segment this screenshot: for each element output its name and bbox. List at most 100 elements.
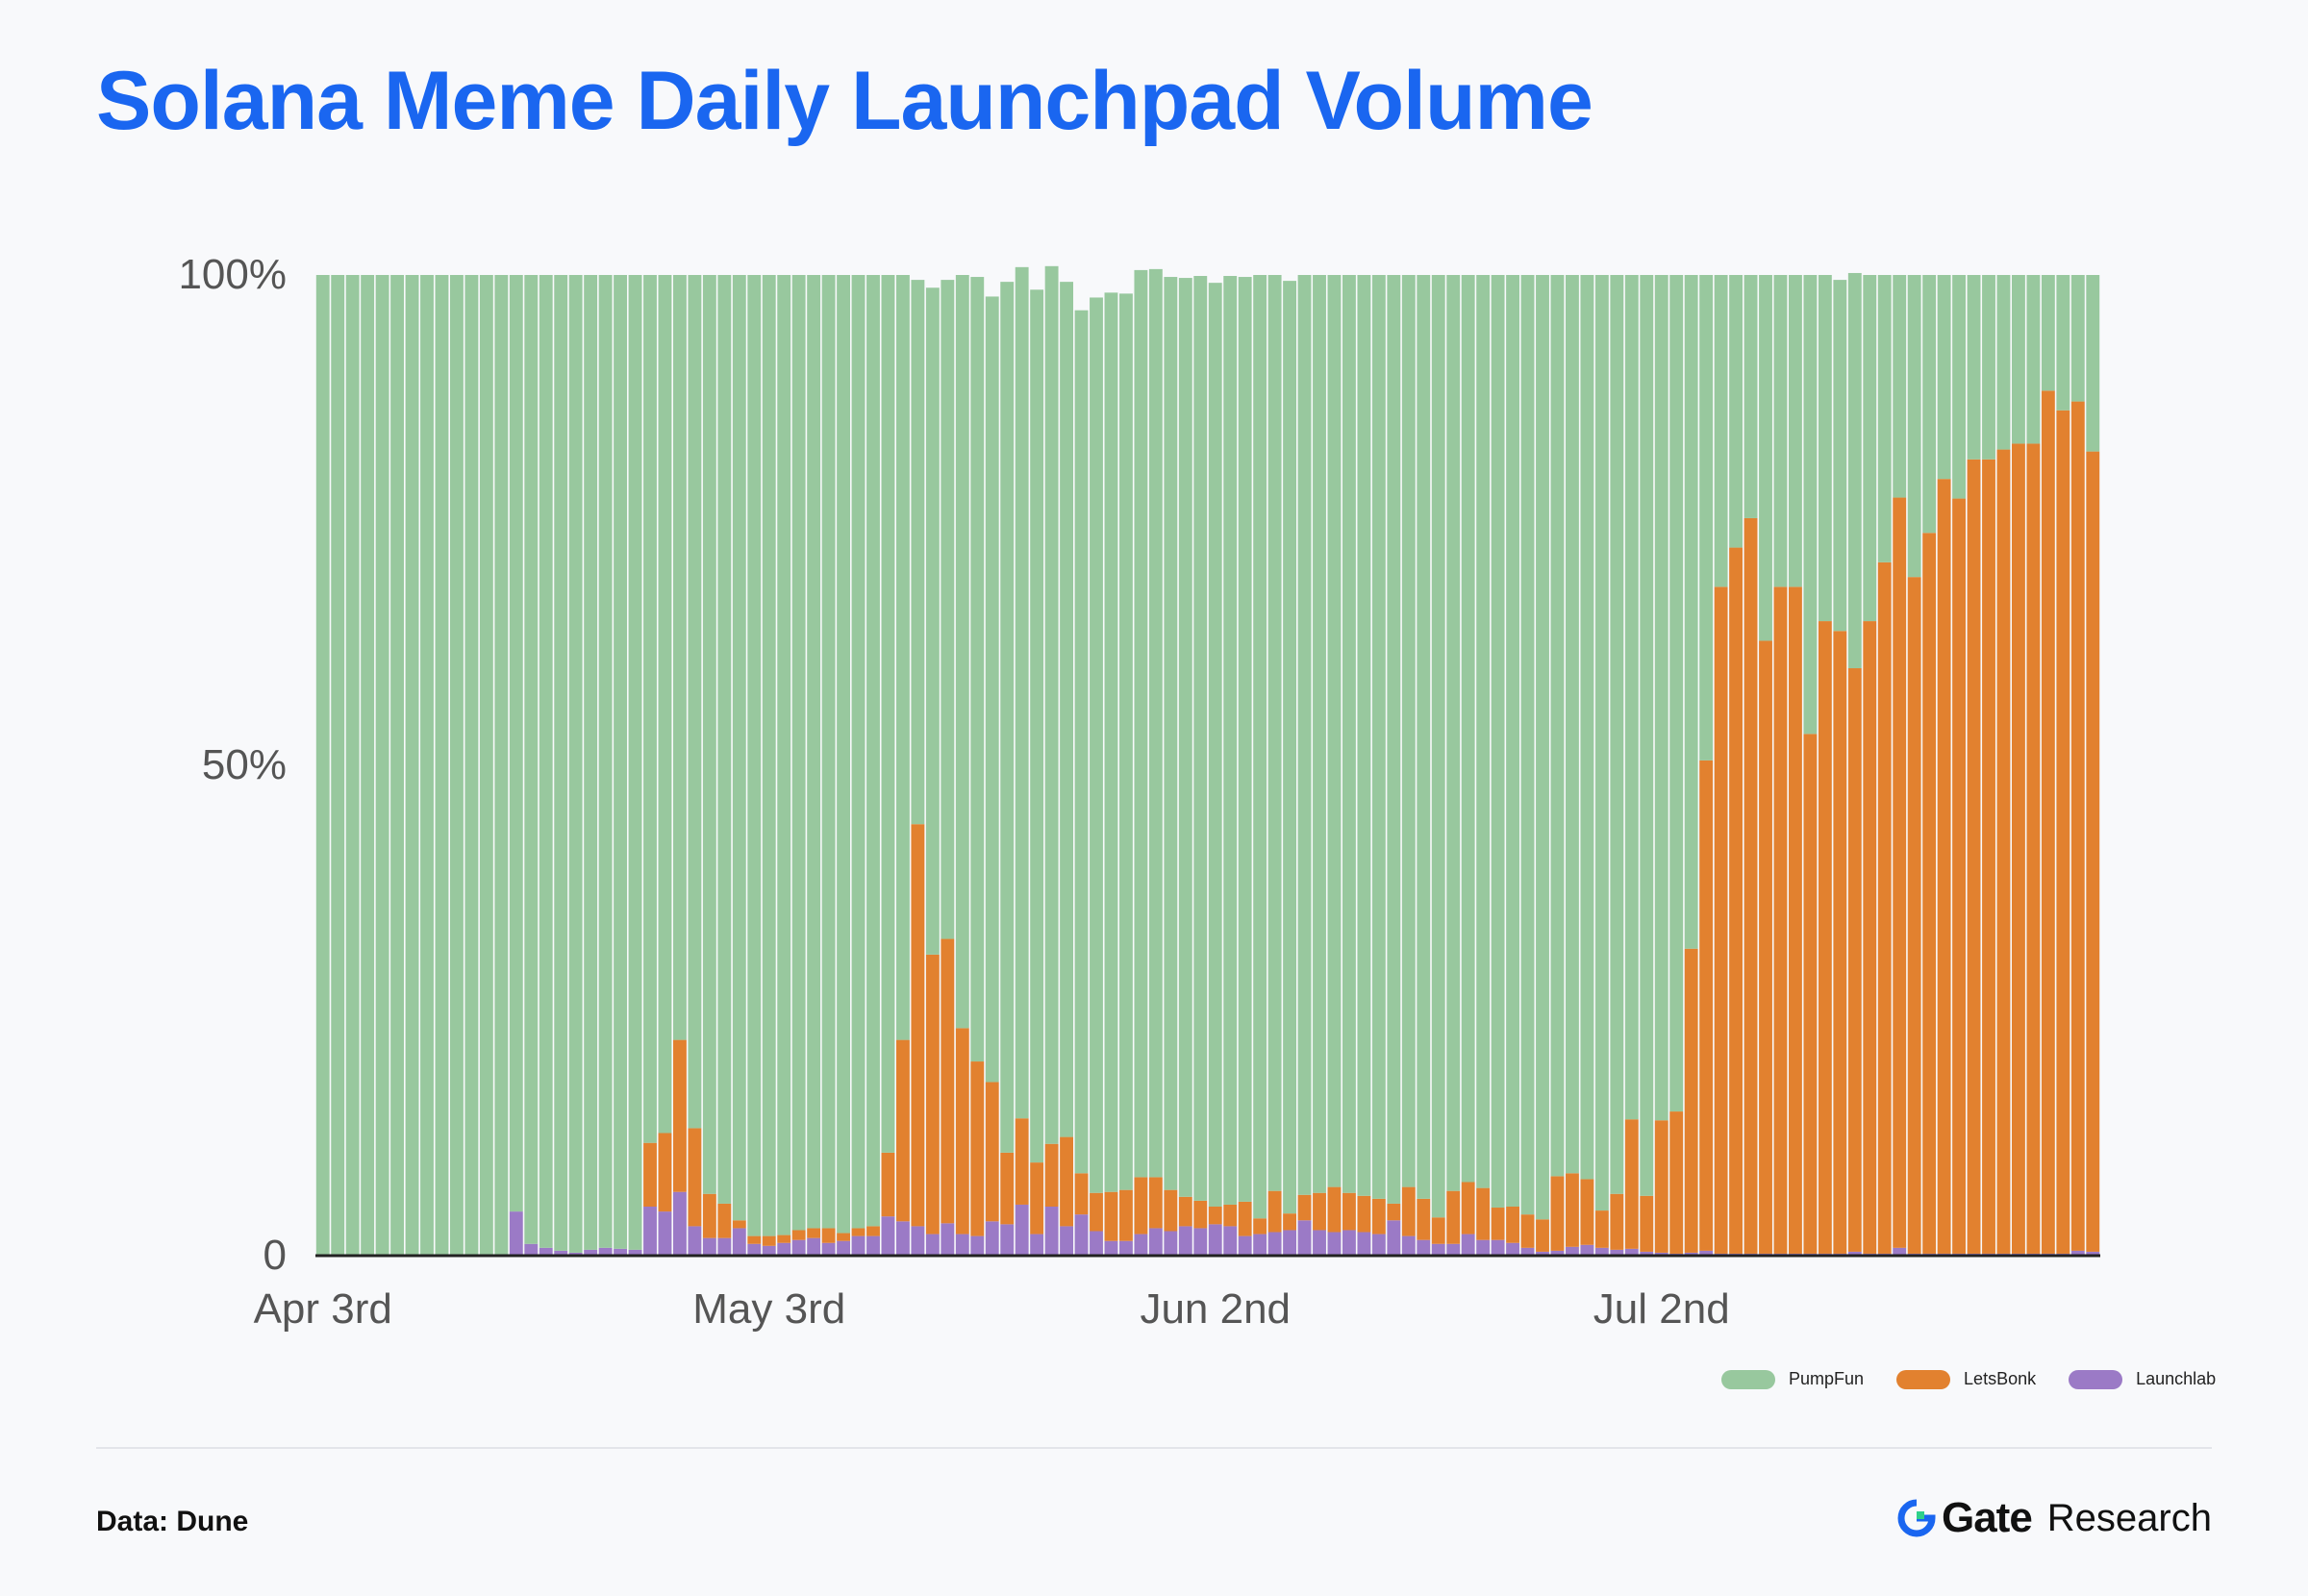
bar-pumpfun-94 bbox=[1714, 275, 1728, 587]
bar-launchlab-62 bbox=[1238, 1235, 1252, 1256]
bar-pumpfun-106 bbox=[1893, 275, 1907, 498]
bar-launchlab-33 bbox=[807, 1237, 821, 1256]
bar-letsbonk-36 bbox=[851, 1228, 866, 1236]
bar-launchlab-118 bbox=[2070, 1250, 2085, 1256]
bar-launchlab-66 bbox=[1297, 1220, 1312, 1256]
bar-pumpfun-47 bbox=[1015, 266, 1029, 1119]
bar-letsbonk-81 bbox=[1520, 1214, 1535, 1248]
bar-pumpfun-10 bbox=[464, 275, 479, 1256]
bar-letsbonk-49 bbox=[1044, 1143, 1059, 1207]
bar-letsbonk-23 bbox=[658, 1133, 672, 1212]
bar-letsbonk-101 bbox=[1818, 621, 1832, 1254]
bar-series bbox=[315, 265, 2100, 1256]
y-tick-label: 0 bbox=[263, 1232, 287, 1279]
bar-letsbonk-34 bbox=[821, 1228, 836, 1243]
bar-launchlab-81 bbox=[1520, 1247, 1535, 1256]
bar-launchlab-38 bbox=[881, 1216, 895, 1256]
bar-pumpfun-42 bbox=[941, 280, 955, 939]
brand-logo: Gate Research bbox=[1897, 1494, 2212, 1542]
bar-pumpfun-113 bbox=[1996, 275, 2011, 450]
legend-item-letsbonk: LetsBonk bbox=[1896, 1369, 2036, 1389]
bar-pumpfun-101 bbox=[1818, 275, 1832, 622]
bar-letsbonk-33 bbox=[807, 1228, 821, 1238]
bar-launchlab-30 bbox=[762, 1245, 776, 1256]
bar-launchlab-43 bbox=[955, 1234, 969, 1256]
bar-letsbonk-118 bbox=[2070, 401, 2085, 1251]
bar-launchlab-106 bbox=[1893, 1247, 1907, 1256]
bar-letsbonk-63 bbox=[1253, 1218, 1267, 1234]
bar-letsbonk-115 bbox=[2026, 443, 2041, 1254]
bar-pumpfun-4 bbox=[375, 275, 389, 1256]
bar-pumpfun-104 bbox=[1863, 275, 1877, 622]
bar-pumpfun-105 bbox=[1877, 275, 1892, 562]
bar-pumpfun-43 bbox=[955, 275, 969, 1029]
bar-launchlab-87 bbox=[1610, 1249, 1624, 1256]
bar-pumpfun-68 bbox=[1327, 275, 1342, 1187]
bar-launchlab-34 bbox=[821, 1242, 836, 1256]
bar-pumpfun-12 bbox=[494, 275, 509, 1256]
bar-launchlab-83 bbox=[1550, 1250, 1565, 1256]
legend-swatch bbox=[2069, 1369, 2123, 1389]
bar-pumpfun-25 bbox=[688, 275, 702, 1129]
bar-letsbonk-65 bbox=[1283, 1213, 1296, 1231]
bar-letsbonk-109 bbox=[1937, 479, 1951, 1254]
bar-pumpfun-64 bbox=[1267, 275, 1282, 1191]
bar-letsbonk-93 bbox=[1699, 760, 1714, 1251]
bar-pumpfun-46 bbox=[1000, 282, 1015, 1153]
bar-launchlab-88 bbox=[1624, 1248, 1639, 1256]
bar-launchlab-20 bbox=[614, 1248, 627, 1256]
bar-letsbonk-30 bbox=[762, 1235, 776, 1246]
bar-pumpfun-21 bbox=[628, 275, 642, 1250]
bar-letsbonk-74 bbox=[1417, 1198, 1431, 1240]
bar-pumpfun-57 bbox=[1164, 277, 1178, 1190]
bar-letsbonk-31 bbox=[777, 1234, 791, 1243]
bar-launchlab-60 bbox=[1208, 1224, 1222, 1256]
bar-letsbonk-88 bbox=[1624, 1119, 1639, 1249]
chart-title: Solana Meme Daily Launchpad Volume bbox=[96, 55, 1593, 147]
bar-pumpfun-54 bbox=[1119, 293, 1133, 1190]
bar-launchlab-32 bbox=[791, 1239, 806, 1256]
bar-letsbonk-68 bbox=[1327, 1186, 1342, 1233]
bar-letsbonk-47 bbox=[1015, 1118, 1029, 1205]
bar-launchlab-35 bbox=[837, 1240, 850, 1256]
bar-letsbonk-76 bbox=[1446, 1190, 1461, 1244]
bar-letsbonk-53 bbox=[1104, 1191, 1118, 1241]
bar-launchlab-29 bbox=[747, 1243, 762, 1256]
bar-pumpfun-2 bbox=[345, 275, 360, 1256]
bar-pumpfun-59 bbox=[1193, 276, 1208, 1201]
y-axis: 0 50% 100% bbox=[178, 251, 287, 1279]
bar-launchlab-61 bbox=[1223, 1226, 1238, 1256]
bar-letsbonk-111 bbox=[1967, 459, 1981, 1254]
bar-letsbonk-59 bbox=[1193, 1200, 1208, 1229]
bar-pumpfun-63 bbox=[1253, 275, 1267, 1219]
bar-launchlab-23 bbox=[658, 1211, 672, 1256]
bar-letsbonk-86 bbox=[1594, 1210, 1609, 1248]
bar-letsbonk-37 bbox=[866, 1226, 880, 1236]
bar-letsbonk-43 bbox=[955, 1028, 969, 1234]
bar-pumpfun-9 bbox=[450, 275, 464, 1256]
bar-pumpfun-33 bbox=[807, 275, 821, 1229]
bar-letsbonk-102 bbox=[1833, 631, 1847, 1254]
bar-letsbonk-48 bbox=[1030, 1162, 1044, 1234]
bar-letsbonk-73 bbox=[1401, 1186, 1416, 1236]
bar-pumpfun-44 bbox=[970, 277, 985, 1062]
bar-pumpfun-79 bbox=[1491, 275, 1505, 1209]
bar-letsbonk-83 bbox=[1550, 1176, 1565, 1251]
bar-letsbonk-82 bbox=[1536, 1219, 1549, 1252]
bar-letsbonk-66 bbox=[1297, 1194, 1312, 1221]
bar-pumpfun-27 bbox=[717, 275, 732, 1204]
bar-launchlab-42 bbox=[941, 1223, 955, 1256]
bar-letsbonk-92 bbox=[1684, 948, 1698, 1253]
bar-pumpfun-52 bbox=[1090, 297, 1103, 1193]
bar-launchlab-74 bbox=[1417, 1239, 1431, 1256]
bar-launchlab-36 bbox=[851, 1235, 866, 1256]
bar-launchlab-93 bbox=[1699, 1250, 1714, 1256]
y-tick-label: 50% bbox=[202, 741, 287, 788]
bar-launchlab-63 bbox=[1253, 1234, 1267, 1256]
bar-pumpfun-50 bbox=[1060, 282, 1073, 1137]
bar-letsbonk-54 bbox=[1119, 1189, 1133, 1241]
bar-launchlab-77 bbox=[1461, 1234, 1475, 1256]
bar-pumpfun-116 bbox=[2041, 275, 2055, 391]
bar-launchlab-28 bbox=[732, 1228, 746, 1256]
bar-launchlab-68 bbox=[1327, 1232, 1342, 1256]
